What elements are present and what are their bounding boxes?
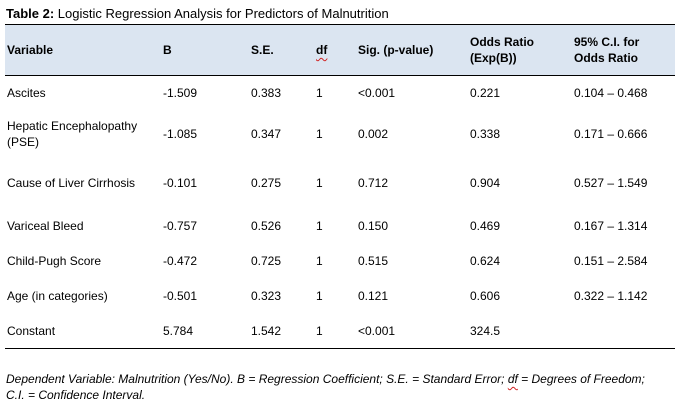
cell-se: 0.323 bbox=[251, 289, 282, 303]
cell-b: -0.501 bbox=[163, 289, 198, 303]
cell-ci: 0.171 – 0.666 bbox=[574, 127, 648, 141]
cell-variable: Constant bbox=[5, 313, 161, 349]
regression-table-container: Variable B S.E. df Sig. (p-value) Odds R… bbox=[5, 24, 675, 349]
cell-variable: Ascites bbox=[7, 86, 46, 101]
cell-df: 1 bbox=[316, 176, 323, 190]
cell-sig: 0.150 bbox=[358, 219, 389, 233]
table-row: Cause of Liver Cirrhosis -0.101 0.275 1 … bbox=[5, 158, 675, 209]
header-odds-ratio: Odds Ratio (Exp(B)) bbox=[468, 24, 572, 76]
cell-b: -0.101 bbox=[163, 176, 198, 190]
cell-odds: 0.221 bbox=[470, 86, 501, 101]
cell-df: 1 bbox=[316, 219, 323, 233]
footnote-df: df bbox=[507, 372, 518, 386]
table-caption: Table 2: Logistic Regression Analysis fo… bbox=[6, 6, 389, 22]
cell-df: 1 bbox=[316, 254, 323, 268]
header-variable: Variable bbox=[5, 24, 161, 76]
cell-sig: 0.121 bbox=[358, 289, 389, 303]
cell-odds: 0.606 bbox=[470, 289, 501, 303]
table-row: Ascites -1.509 0.383 1 <0.001 0.221 0.10… bbox=[5, 76, 675, 111]
cell-b: -1.085 bbox=[163, 127, 198, 141]
header-se: S.E. bbox=[249, 24, 314, 76]
table-caption-label: Table 2: bbox=[6, 6, 55, 21]
cell-df: 1 bbox=[314, 313, 356, 349]
cell-sig: 0.002 bbox=[358, 127, 389, 141]
cell-variable: Hepatic Encephalopathy (PSE) bbox=[7, 119, 138, 149]
cell-odds: 324.5 bbox=[468, 313, 572, 349]
footnote-text-end: = Degrees of Freedom; C.I. = Confidence … bbox=[6, 372, 645, 402]
cell-se: 0.275 bbox=[251, 176, 282, 190]
cell-variable: Cause of Liver Cirrhosis bbox=[7, 176, 136, 190]
cell-ci: 0.151 – 2.584 bbox=[574, 254, 648, 268]
cell-sig: 0.712 bbox=[358, 176, 389, 190]
table-caption-text: Logistic Regression Analysis for Predict… bbox=[54, 6, 389, 21]
cell-sig: 0.515 bbox=[358, 254, 389, 268]
cell-b: -0.757 bbox=[163, 219, 198, 233]
header-df-text: df bbox=[316, 43, 328, 57]
cell-sig: <0.001 bbox=[356, 313, 468, 349]
cell-ci: 0.322 – 1.142 bbox=[574, 289, 648, 303]
header-sig: Sig. (p-value) bbox=[356, 24, 468, 76]
header-odds-line2: (Exp(B)) bbox=[470, 51, 517, 65]
cell-se: 0.526 bbox=[251, 219, 282, 233]
header-b: B bbox=[161, 24, 249, 76]
cell-odds: 0.338 bbox=[470, 127, 501, 141]
table-row: Hepatic Encephalopathy (PSE) -1.085 0.34… bbox=[5, 111, 675, 158]
table-row: Child-Pugh Score -0.472 0.725 1 0.515 0.… bbox=[5, 244, 675, 279]
cell-ci: 0.167 – 1.314 bbox=[574, 219, 648, 233]
cell-se: 0.347 bbox=[251, 127, 282, 141]
table-row: Age (in categories) -0.501 0.323 1 0.121… bbox=[5, 279, 675, 314]
footnote-text-start: Dependent Variable: Malnutrition (Yes/No… bbox=[6, 372, 508, 386]
table-footnote: Dependent Variable: Malnutrition (Yes/No… bbox=[6, 371, 666, 403]
cell-odds: 0.469 bbox=[470, 219, 501, 233]
header-odds-line1: Odds Ratio bbox=[470, 35, 535, 49]
cell-se: 0.725 bbox=[251, 254, 282, 268]
cell-df: 1 bbox=[316, 86, 323, 101]
cell-odds: 0.624 bbox=[470, 254, 501, 268]
cell-b: -1.509 bbox=[163, 86, 198, 101]
cell-se: 0.383 bbox=[251, 86, 282, 101]
cell-df: 1 bbox=[316, 127, 323, 141]
cell-ci bbox=[572, 313, 675, 349]
cell-ci: 0.104 – 0.468 bbox=[574, 86, 648, 101]
cell-b: 5.784 bbox=[161, 313, 249, 349]
cell-odds: 0.904 bbox=[470, 176, 501, 190]
cell-variable: Variceal Bleed bbox=[7, 219, 84, 233]
header-ci-line1: 95% C.I. for bbox=[574, 35, 640, 49]
table-row: Constant 5.784 1.542 1 <0.001 324.5 bbox=[5, 313, 675, 349]
cell-se: 1.542 bbox=[249, 313, 314, 349]
cell-ci: 0.527 – 1.549 bbox=[574, 176, 648, 190]
table-row: Variceal Bleed -0.757 0.526 1 0.150 0.46… bbox=[5, 209, 675, 244]
cell-variable: Age (in categories) bbox=[7, 289, 108, 303]
header-ci-line2: Odds Ratio bbox=[574, 51, 639, 65]
header-df: df bbox=[314, 24, 356, 76]
cell-variable: Child-Pugh Score bbox=[7, 254, 102, 268]
header-ci: 95% C.I. for Odds Ratio bbox=[572, 24, 675, 76]
cell-sig: <0.001 bbox=[358, 86, 396, 101]
table-header-row: Variable B S.E. df Sig. (p-value) Odds R… bbox=[5, 24, 675, 76]
regression-table: Variable B S.E. df Sig. (p-value) Odds R… bbox=[5, 24, 675, 349]
cell-b: -0.472 bbox=[163, 254, 198, 268]
cell-df: 1 bbox=[316, 289, 323, 303]
